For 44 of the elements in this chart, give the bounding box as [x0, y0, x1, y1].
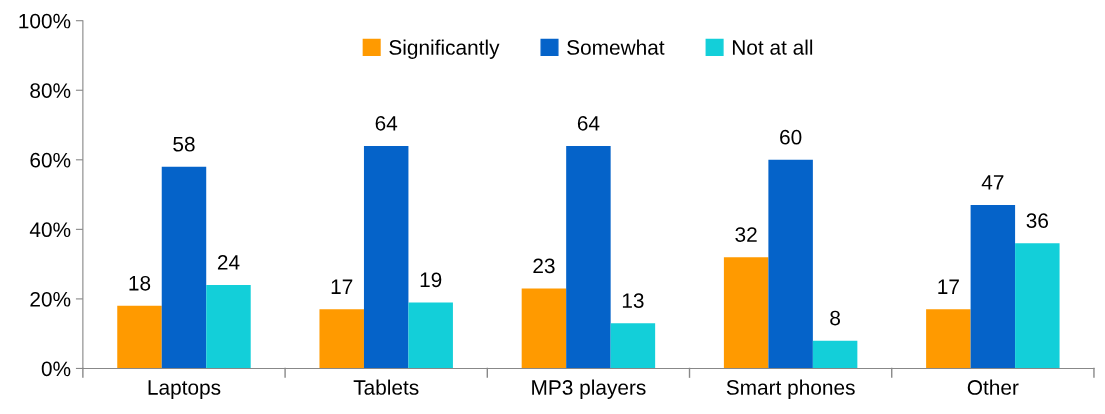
data-label: 13 — [622, 293, 644, 309]
data-label: 18 — [129, 275, 151, 291]
x-tick-label: Laptops — [148, 380, 221, 399]
data-label: 17 — [331, 279, 353, 294]
x-tick-label: Smart phones — [726, 379, 855, 399]
y-tick-label: 0% — [41, 361, 71, 377]
data-label: 64 — [375, 115, 398, 131]
y-tick-label: 80% — [30, 83, 71, 99]
bar — [521, 288, 567, 369]
y-tick-label: 100% — [19, 13, 71, 29]
bar — [812, 340, 858, 369]
y-tick-label: 60% — [30, 152, 71, 168]
data-label: 19 — [420, 272, 442, 288]
data-label: 58 — [173, 136, 195, 152]
bar — [161, 166, 207, 369]
data-label: 32 — [735, 227, 757, 242]
x-tick-label: Other — [967, 379, 1019, 395]
bar — [319, 309, 364, 369]
bar — [117, 305, 162, 369]
data-label: 24 — [217, 255, 240, 270]
bar — [566, 145, 611, 369]
bar — [408, 302, 453, 369]
legend-label: Significantly — [389, 39, 500, 59]
bar — [1015, 243, 1060, 369]
x-tick-label: Tablets — [353, 379, 419, 395]
legend-label: Not at all — [732, 39, 813, 55]
y-tick-label: 40% — [29, 222, 71, 238]
x-tick-label: MP3 players — [532, 379, 646, 399]
legend-label: Somewhat — [567, 39, 665, 55]
data-label: 36 — [1026, 213, 1048, 229]
data-label: 47 — [981, 175, 1004, 190]
data-label: 60 — [780, 129, 802, 145]
data-label: 23 — [533, 258, 555, 274]
data-label: 8 — [830, 310, 840, 326]
bar — [926, 309, 971, 369]
bar — [768, 159, 813, 369]
data-label: 64 — [577, 115, 600, 131]
bar — [206, 285, 251, 369]
data-label: 17 — [938, 279, 959, 294]
bar — [363, 145, 409, 369]
y-tick-label: 20% — [30, 291, 71, 307]
bar — [610, 323, 656, 369]
bar — [723, 257, 769, 369]
bar — [970, 205, 1016, 369]
